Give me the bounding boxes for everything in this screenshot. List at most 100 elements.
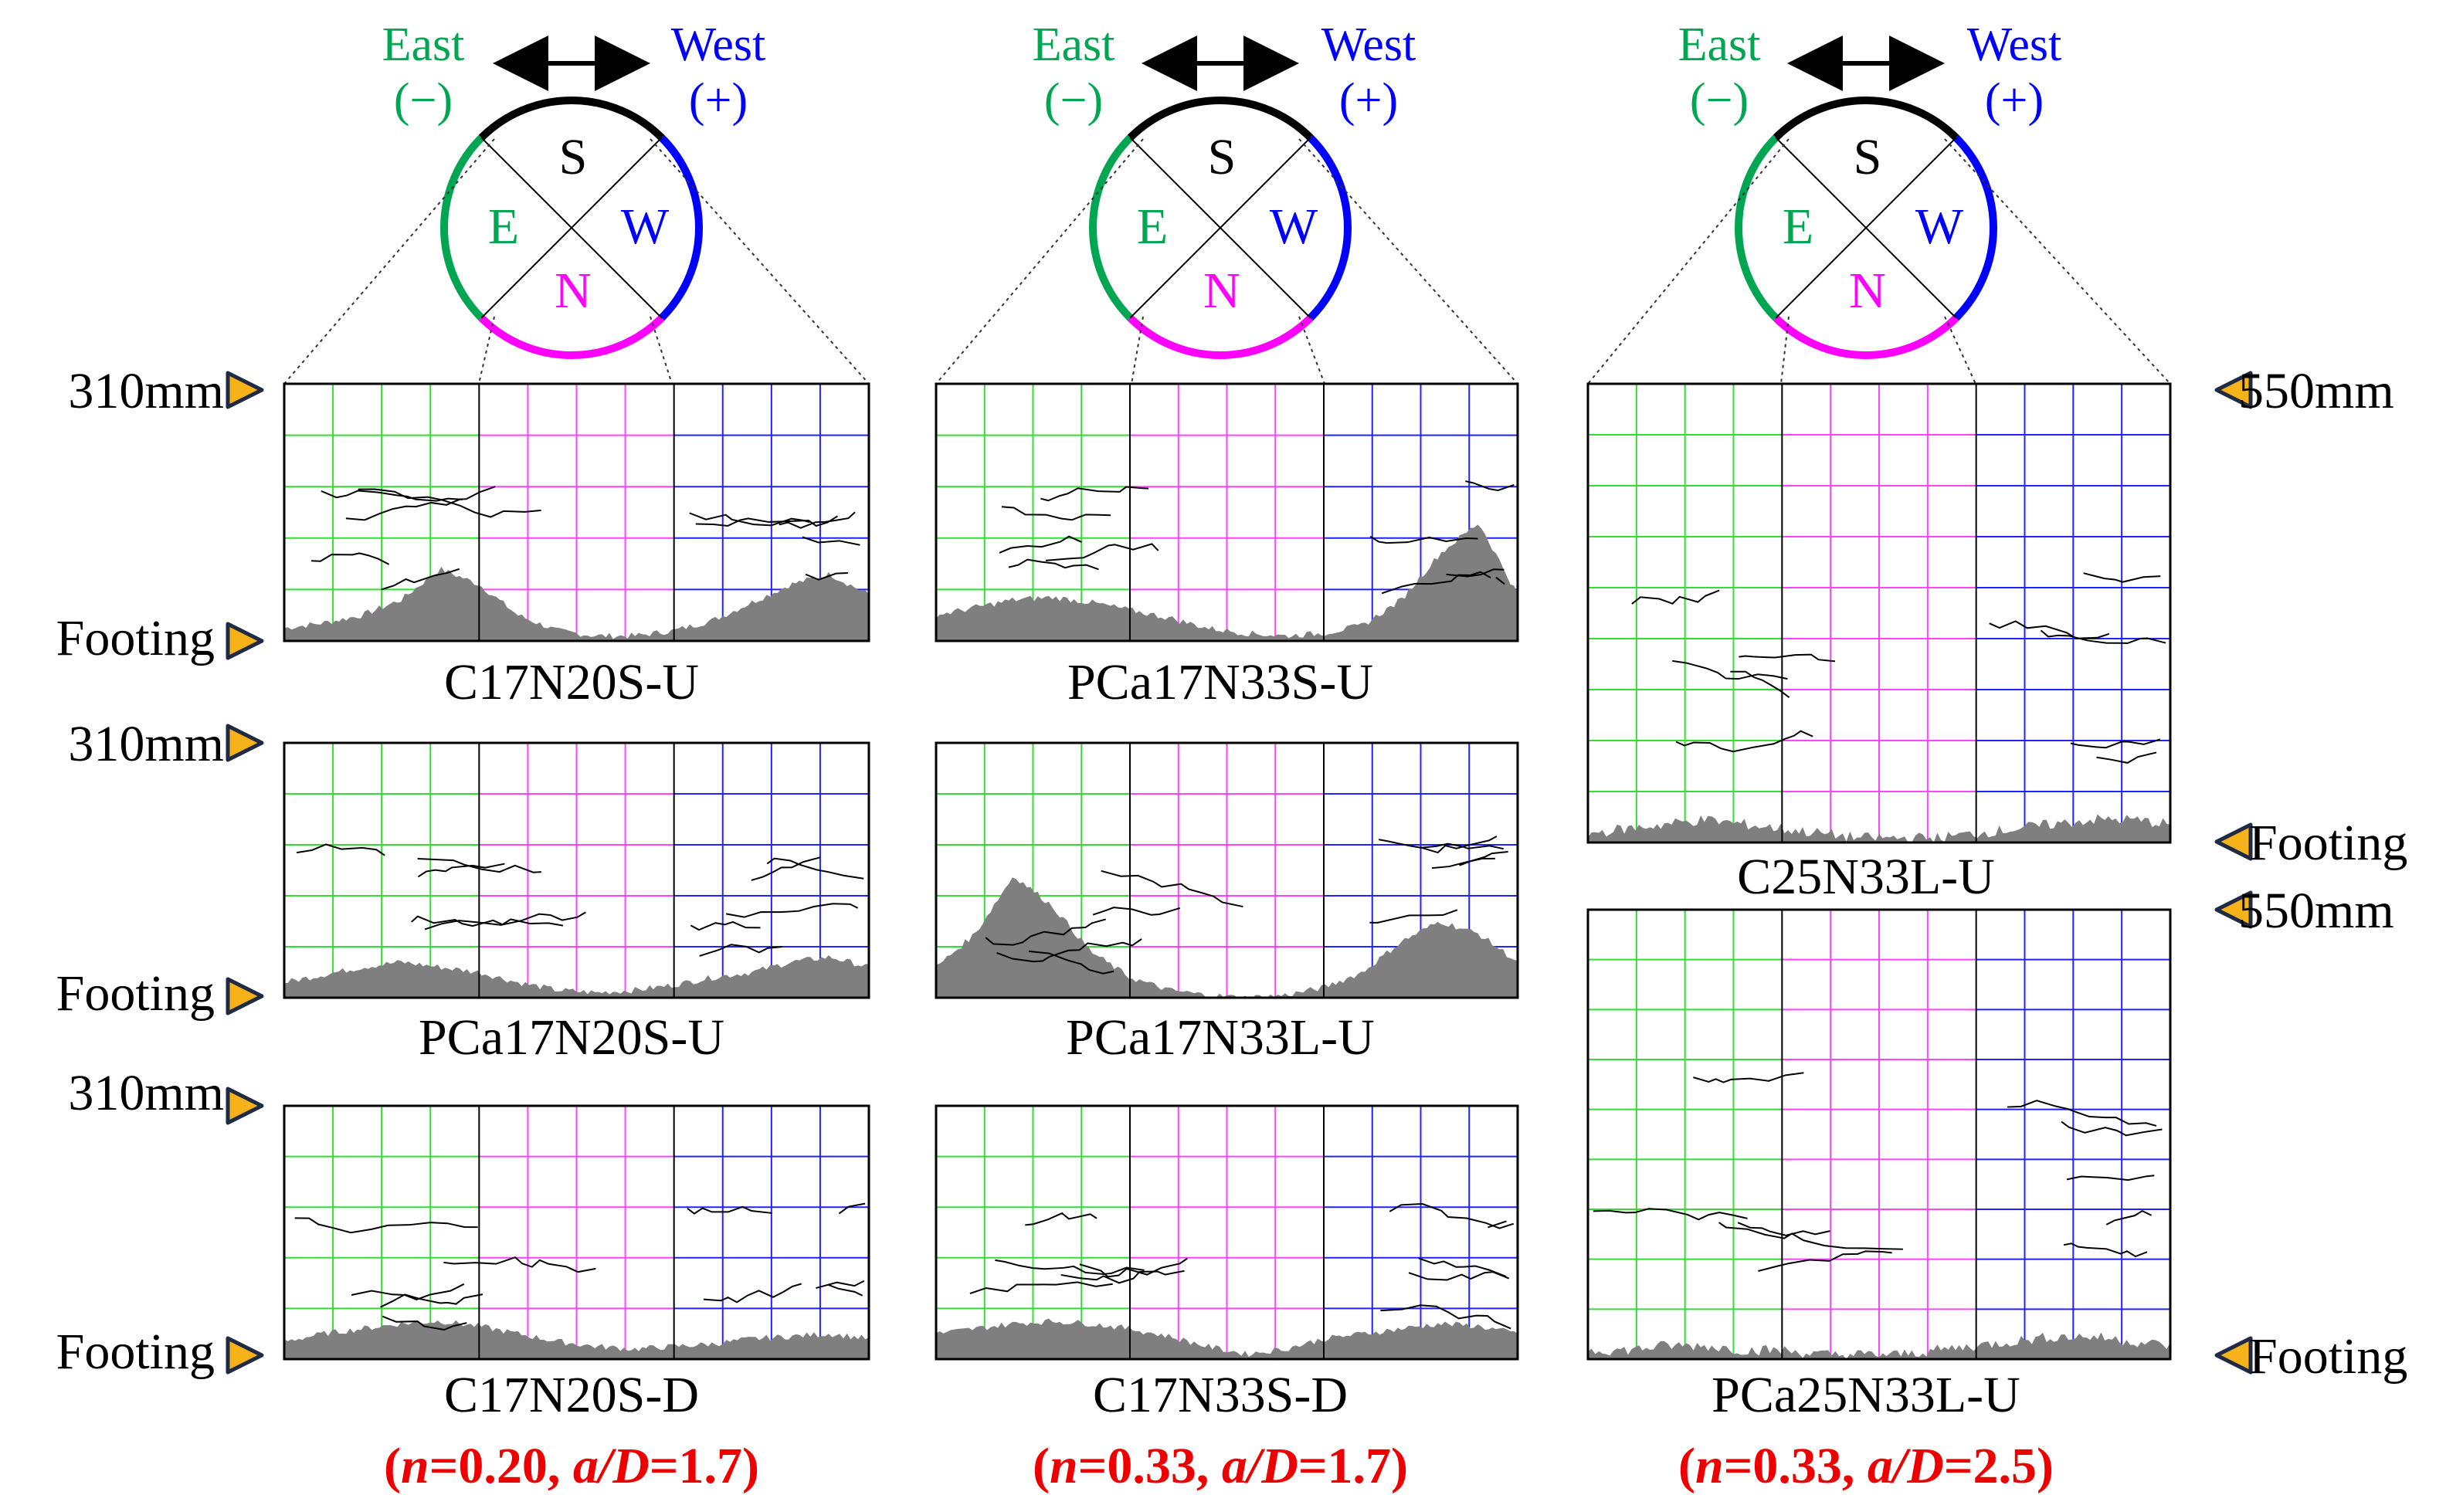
level-marker-icon (2214, 1336, 2253, 1375)
crack (1420, 842, 1504, 850)
crack (2063, 1242, 2148, 1258)
east-arc (440, 134, 484, 321)
east-face-grid (284, 1106, 480, 1359)
crack (838, 1202, 866, 1215)
crack (443, 1256, 596, 1273)
east-sign: (−) (1690, 74, 1749, 127)
east-arc (1089, 134, 1133, 321)
level-marker-icon (226, 1336, 264, 1375)
crack (2007, 1100, 2157, 1127)
west-label: West (1967, 19, 2061, 71)
specimen-name: C17N20S-U (444, 654, 699, 710)
north-quadrant-label: N (1849, 263, 1886, 319)
panel-border (1586, 382, 2172, 844)
crack (2061, 1120, 2163, 1137)
crack (1758, 1250, 1892, 1272)
crack (687, 1205, 772, 1215)
crack (695, 515, 838, 527)
north-face-grid (1782, 384, 1976, 842)
south-label: S (1208, 129, 1237, 185)
south-label: S (1854, 129, 1882, 185)
crack (703, 1283, 802, 1304)
caption-column-3: (n=0.33, a/D=2.5) (1678, 1438, 2054, 1494)
crack (1408, 1271, 1510, 1281)
height-label-550mm: 550mm (2238, 883, 2394, 939)
crack (1631, 589, 1720, 605)
east-face-grid (1588, 910, 1783, 1359)
crack (995, 1259, 1145, 1275)
crack (999, 535, 1082, 554)
crack (689, 512, 810, 527)
crack (1593, 1208, 1748, 1221)
north-face-grid (479, 1106, 674, 1359)
crack (2040, 629, 2166, 644)
specimen-name: PCa17N20S-U (419, 1009, 724, 1066)
crack (985, 918, 1106, 946)
crack (802, 536, 860, 546)
crack (1389, 1203, 1515, 1229)
spalled-region (284, 1320, 869, 1359)
crack (1369, 535, 1478, 544)
crack (751, 856, 821, 881)
specimen-panel (283, 741, 870, 999)
crack-lines (1593, 1072, 2163, 1272)
spalled-region (284, 566, 869, 641)
level-marker-icon (2214, 371, 2253, 409)
specimen-name: C25N33L-U (1737, 849, 1995, 905)
spalled-region (936, 1318, 1518, 1359)
specimen-names: C17N20S-U PCa17N20S-U C17N20S-D PCa17N33… (419, 654, 2020, 1423)
caption-column-2: (n=0.33, a/D=1.7) (1033, 1438, 1408, 1494)
crack (779, 511, 856, 529)
crack-lines (1631, 572, 2166, 764)
crack-lines (310, 486, 860, 591)
crack (1718, 1222, 1903, 1250)
crack-lines (985, 836, 1508, 975)
spalled-region (284, 954, 869, 998)
crack (1079, 1257, 1188, 1278)
west-sign: (+) (689, 74, 748, 127)
crack (1446, 568, 1505, 578)
north-arc (1773, 315, 1959, 359)
north-face-grid (479, 743, 674, 998)
panel-border (935, 1104, 1519, 1361)
crack (351, 1283, 465, 1300)
crack (1001, 506, 1111, 521)
crack (321, 490, 463, 502)
crack (1092, 907, 1181, 916)
crack (1381, 571, 1491, 595)
north-arc (1127, 315, 1314, 359)
crack (424, 911, 586, 931)
north-face-grid (479, 384, 674, 641)
specimen-panel (283, 1104, 870, 1361)
west-quadrant-label: W (1270, 198, 1318, 255)
crack (345, 486, 496, 521)
specimen-panel (935, 1104, 1519, 1361)
crack (805, 572, 848, 581)
crack (766, 857, 864, 880)
crack (294, 1217, 478, 1234)
panel-border (935, 741, 1519, 999)
west-label: West (1321, 19, 1416, 71)
north-face-grid (1130, 743, 1324, 998)
height-label-310mm: 310mm (68, 1065, 224, 1121)
crack (381, 568, 460, 591)
north-quadrant-label: N (1203, 263, 1240, 319)
crack (411, 915, 564, 927)
footing-label: Footing (2249, 815, 2407, 871)
quadrant-divider (1129, 137, 1311, 319)
crack (417, 863, 505, 878)
west-face-grid (1976, 384, 2170, 842)
level-marker-icon (226, 622, 264, 660)
crack (1739, 653, 1836, 663)
crack (296, 843, 385, 856)
south-arc (478, 97, 665, 141)
west-quadrant-label: W (621, 198, 670, 255)
crack (1693, 1072, 1804, 1083)
east-quadrant-label: E (1137, 198, 1168, 255)
height-label-550mm: 550mm (2238, 363, 2394, 419)
crack-lines (296, 843, 864, 957)
panel-border (1586, 908, 2172, 1361)
crack (382, 1315, 467, 1331)
crack (1465, 480, 1515, 492)
south-arc (1773, 97, 1959, 141)
